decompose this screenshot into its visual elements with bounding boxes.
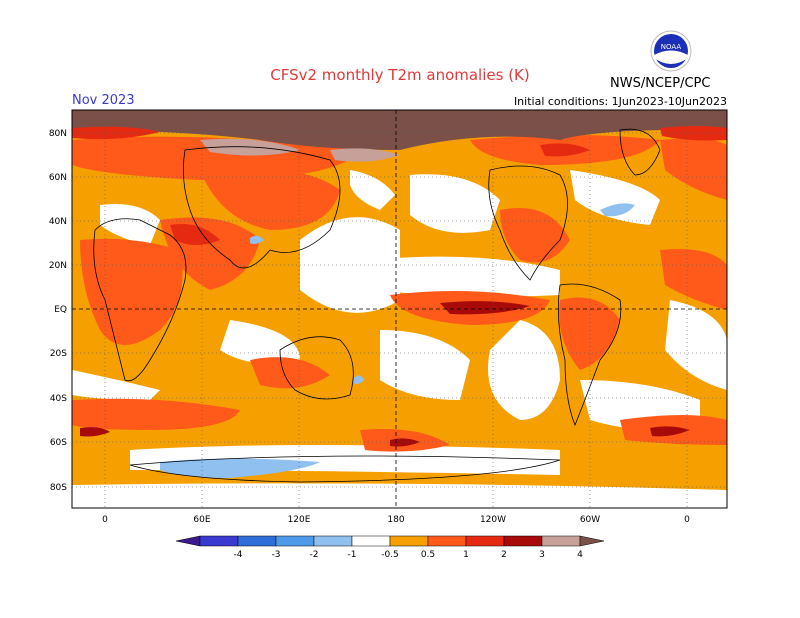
coastlines (93, 128, 661, 483)
colorbar-swatch (541, 535, 581, 547)
lat-label: 60S (50, 438, 67, 448)
colorbar-arrow-low (175, 535, 201, 547)
lat-label: 20N (49, 261, 67, 271)
lon-label: 180 (387, 515, 404, 525)
lon-label: 120W (480, 515, 506, 525)
colorbar-arrow-high (579, 535, 605, 547)
colorbar-label: -1 (348, 550, 357, 560)
lat-label: 80S (50, 483, 67, 493)
colorbar-label: 2 (501, 550, 507, 560)
lon-label: 0 (102, 515, 108, 525)
colorbar-swatch (313, 535, 353, 547)
map-title: CFSv2 monthly T2m anomalies (K) (270, 66, 530, 84)
lat-label: 60N (49, 173, 67, 183)
colorbar-label: 4 (577, 550, 583, 560)
colorbar-swatch (465, 535, 505, 547)
lat-label: 40N (49, 217, 67, 227)
initial-conditions: Initial conditions: 1Jun2023-10Jun2023 (513, 95, 727, 108)
lon-label: 0 (684, 515, 690, 525)
lon-label: 60E (193, 515, 210, 525)
colorbar-swatch (503, 535, 543, 547)
colorbar-label: 3 (539, 550, 545, 560)
logo-text: NOAA (661, 43, 682, 51)
colorbar-swatch (427, 535, 467, 547)
colorbar-label: -4 (234, 550, 243, 560)
agency-label: NWS/NCEP/CPC (610, 76, 711, 91)
colorbar-swatch (351, 535, 391, 547)
anomaly-field (72, 110, 727, 508)
colorbar-label: -3 (272, 550, 281, 560)
lat-label: 20S (50, 349, 67, 359)
map-frame (71, 109, 728, 509)
colorbar-label: -2 (310, 550, 319, 560)
lat-label: 80N (49, 129, 67, 139)
lon-labels: 0 60E 120E 180 120W 60W 0 (102, 515, 690, 525)
noaa-logo-icon: NOAA (650, 30, 692, 72)
lat-labels: 80N 60N 40N 20N EQ 20S 40S 60S 80S (49, 129, 67, 493)
colorbar-swatch (389, 535, 429, 547)
colorbar-label: 1 (463, 550, 469, 560)
lon-label: 60W (580, 515, 600, 525)
forecast-month: Nov 2023 (72, 93, 135, 108)
colorbar-label: 0.5 (421, 550, 435, 560)
lat-label: EQ (54, 305, 67, 315)
colorbar-swatch (275, 535, 315, 547)
colorbar: -4 -3 -2 -1 -0.5 0.5 1 2 3 4 (175, 535, 605, 560)
colorbar-swatch (237, 535, 277, 547)
lat-label: 40S (50, 394, 67, 404)
colorbar-label: -0.5 (381, 550, 399, 560)
colorbar-swatch (199, 535, 239, 547)
lon-label: 120E (288, 515, 311, 525)
